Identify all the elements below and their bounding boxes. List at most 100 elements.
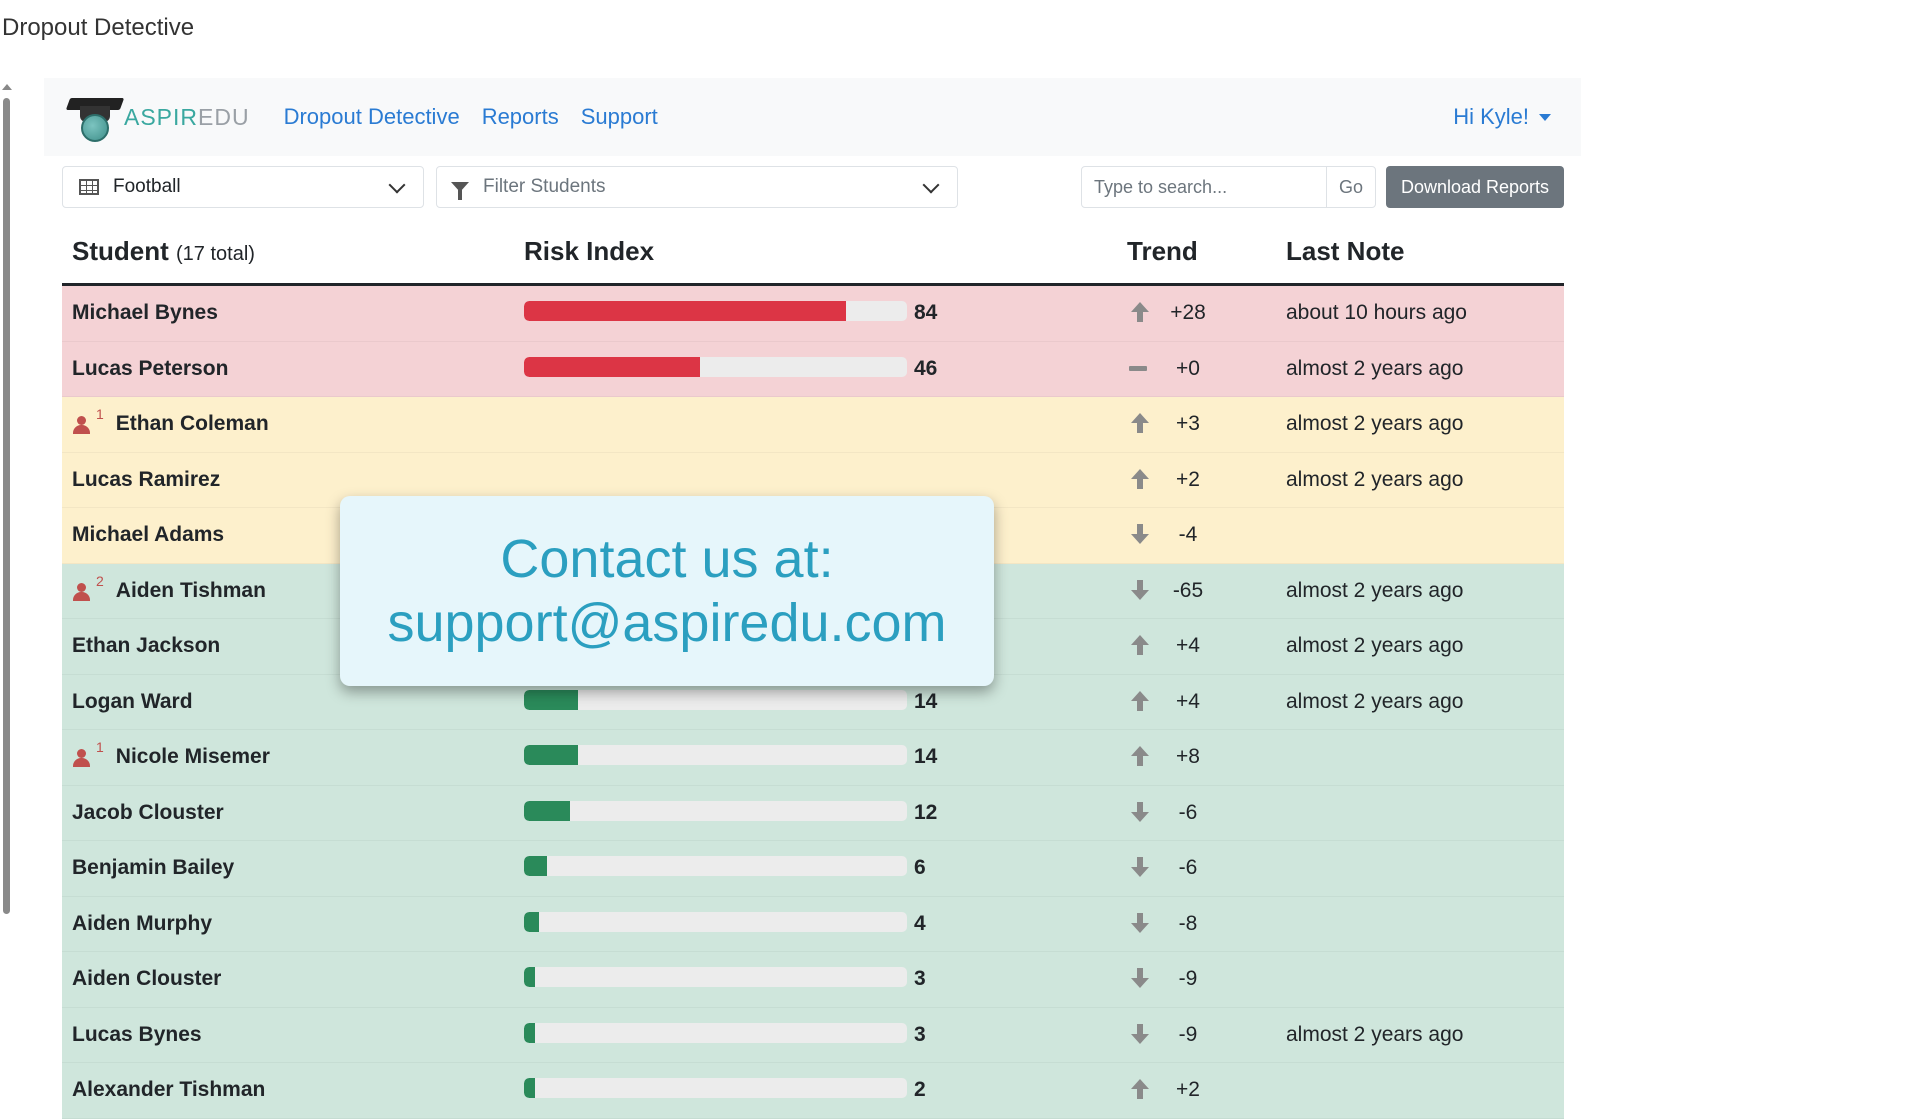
- arrow-down-icon: [1127, 578, 1149, 602]
- student-name[interactable]: Lucas Bynes: [72, 1022, 202, 1046]
- popup-line-1: Contact us at:: [500, 529, 834, 589]
- student-name[interactable]: Lucas Ramirez: [72, 467, 221, 491]
- column-header-student[interactable]: Student (17 total): [72, 236, 255, 266]
- arrow-down-icon: [1127, 522, 1149, 546]
- aspiredu-logo[interactable]: ASPIREDU: [65, 92, 250, 142]
- arrow-down-icon: [1127, 855, 1149, 879]
- trend-value: -6: [1178, 856, 1198, 879]
- column-header-trend[interactable]: Trend: [1127, 236, 1198, 266]
- student-name[interactable]: Michael Bynes: [72, 301, 218, 324]
- note-count-badge: 2: [96, 572, 104, 589]
- scrollbar-thumb[interactable]: [3, 98, 10, 914]
- nav-link-dropout-detective[interactable]: Dropout Detective: [283, 104, 460, 129]
- risk-bar-fill: [524, 1022, 536, 1043]
- table-row[interactable]: Michael Bynes 84 +28 about 10 hours ago: [62, 286, 1564, 342]
- risk-value: 4: [914, 911, 926, 935]
- last-note: almost 2 years ago: [1286, 467, 1464, 491]
- contact-popup: Contact us at: support@aspiredu.com: [340, 496, 994, 686]
- table-row[interactable]: Jacob Clouster 12 -6: [62, 785, 1564, 841]
- nav-link-reports[interactable]: Reports: [481, 104, 559, 129]
- table-row[interactable]: Lucas Peterson 46 +0 almost 2 years ago: [62, 341, 1564, 397]
- risk-value: 14: [914, 689, 938, 713]
- table-header: Student (17 total) Risk Index Trend Last…: [62, 226, 1564, 286]
- arrow-down-icon: [1127, 800, 1149, 824]
- toolbar: Football Filter Students Go Download Rep…: [44, 166, 1581, 218]
- student-name[interactable]: Aiden Clouster: [72, 967, 222, 990]
- nav-link-support[interactable]: Support: [580, 104, 658, 129]
- risk-bar-fill: [524, 856, 547, 876]
- risk-bar-fill: [524, 1078, 536, 1098]
- risk-bar: [524, 356, 907, 377]
- last-note: almost 2 years ago: [1286, 1022, 1464, 1046]
- trend-value: +2: [1176, 467, 1200, 491]
- chevron-down-icon: [388, 176, 406, 194]
- trend-value: -8: [1178, 911, 1198, 935]
- trend-value: +0: [1176, 356, 1200, 380]
- team-select-value: Football: [113, 176, 181, 197]
- column-header-last-note[interactable]: Last Note: [1286, 236, 1405, 266]
- risk-bar: [524, 856, 907, 876]
- table-row[interactable]: Aiden Murphy 4 -8: [62, 896, 1564, 952]
- vertical-scrollbar[interactable]: [0, 84, 14, 914]
- student-name[interactable]: 2 Aiden Tishman: [72, 573, 266, 603]
- risk-bar-fill: [524, 689, 578, 710]
- trend-value: +28: [1170, 301, 1206, 324]
- app-container: ASPIREDU Dropout Detective Reports Suppo…: [44, 78, 1581, 1119]
- user-menu[interactable]: Hi Kyle!: [1453, 104, 1551, 130]
- popup-email[interactable]: support@aspiredu.com: [387, 593, 947, 653]
- student-name[interactable]: Jacob Clouster: [72, 800, 224, 824]
- arrow-down-icon: [1127, 911, 1149, 935]
- student-name[interactable]: 1 Nicole Misemer: [72, 739, 270, 769]
- arrow-up-icon: [1127, 411, 1149, 435]
- trend-value: +4: [1176, 634, 1200, 657]
- risk-value: 12: [914, 800, 938, 824]
- trend-value: -65: [1172, 578, 1204, 602]
- risk-bar-fill: [524, 356, 701, 377]
- graduation-cap-icon: [65, 92, 125, 142]
- table-row[interactable]: Lucas Bynes 3 -9 almost 2 years ago: [62, 1007, 1564, 1063]
- student-name[interactable]: Logan Ward: [72, 689, 193, 713]
- navbar: ASPIREDU Dropout Detective Reports Suppo…: [44, 78, 1581, 156]
- arrow-up-icon: [1127, 633, 1149, 657]
- last-note: about 10 hours ago: [1286, 301, 1467, 324]
- student-name[interactable]: Michael Adams: [72, 523, 225, 546]
- arrow-down-icon: [1127, 966, 1149, 990]
- risk-bar-fill: [524, 967, 536, 987]
- team-select[interactable]: Football: [62, 166, 424, 208]
- table-row[interactable]: Aiden Clouster 3 -9: [62, 952, 1564, 1008]
- student-name[interactable]: Alexander Tishman: [72, 1078, 266, 1101]
- go-button[interactable]: Go: [1326, 166, 1376, 208]
- scroll-up-arrow-icon[interactable]: [2, 84, 12, 90]
- student-name[interactable]: Lucas Peterson: [72, 356, 229, 380]
- risk-bar-fill: [524, 800, 570, 821]
- student-name[interactable]: Aiden Murphy: [72, 911, 212, 935]
- window-title: Dropout Detective: [2, 14, 195, 41]
- table-row[interactable]: Benjamin Bailey 6 -6: [62, 841, 1564, 897]
- student-name[interactable]: Benjamin Bailey: [72, 856, 235, 879]
- note-count-badge: 1: [96, 739, 104, 755]
- filter-placeholder: Filter Students: [483, 176, 606, 197]
- minus-icon: [1127, 356, 1149, 380]
- trend-value: +2: [1176, 1078, 1200, 1101]
- table-row[interactable]: Alexander Tishman 2 +2: [62, 1063, 1564, 1119]
- table-row[interactable]: 1 Ethan Coleman +3 almost 2 years ago: [62, 397, 1564, 453]
- last-note: almost 2 years ago: [1286, 578, 1464, 602]
- table-icon: [79, 179, 99, 195]
- risk-value: 84: [914, 301, 938, 324]
- arrow-down-icon: [1127, 1022, 1149, 1046]
- student-name[interactable]: 1 Ethan Coleman: [72, 406, 269, 436]
- person-icon: [72, 414, 90, 434]
- search-input[interactable]: [1081, 166, 1327, 208]
- arrow-up-icon: [1127, 467, 1149, 491]
- filter-students-select[interactable]: Filter Students: [436, 166, 958, 208]
- trend-value: +4: [1176, 689, 1200, 713]
- download-reports-button[interactable]: Download Reports: [1386, 166, 1564, 208]
- arrow-up-icon: [1127, 744, 1149, 768]
- table-row[interactable]: 1 Nicole Misemer 14 +8: [62, 730, 1564, 786]
- risk-value: 2: [914, 1078, 926, 1101]
- trend-value: +8: [1176, 745, 1200, 768]
- trend-value: -9: [1178, 1022, 1198, 1046]
- student-name[interactable]: Ethan Jackson: [72, 634, 221, 657]
- person-icon: [72, 747, 90, 767]
- column-header-risk-index[interactable]: Risk Index: [524, 236, 655, 266]
